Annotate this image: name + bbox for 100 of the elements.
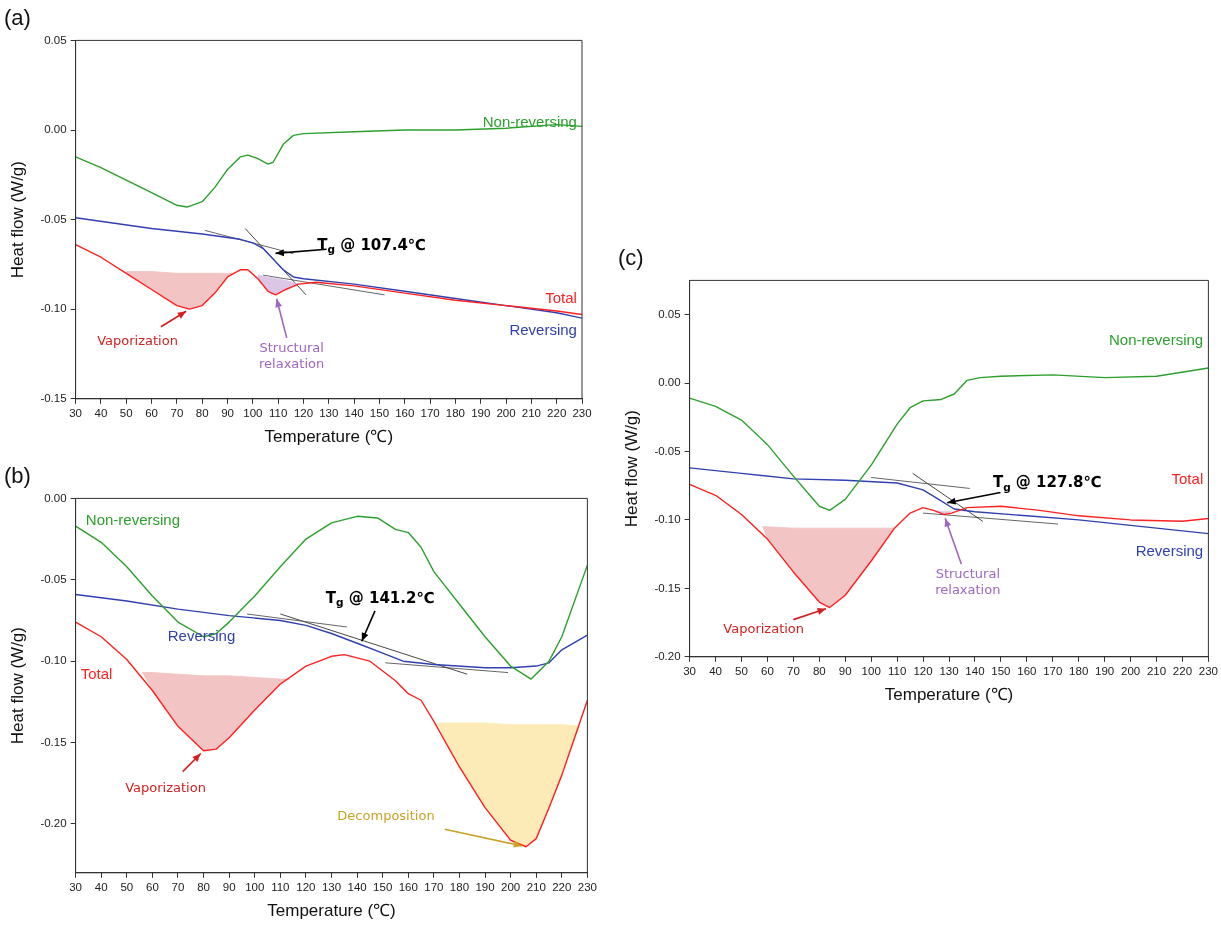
series-label: Total [545, 288, 577, 306]
x-axis-title: Temperature (℃) [267, 901, 396, 921]
y-tick-label: -0.15 [40, 391, 67, 404]
y-tick-label: 0.00 [658, 376, 681, 389]
x-tick-label: 220 [552, 880, 572, 893]
x-tick-label: 50 [119, 406, 133, 419]
x-tick-label: 50 [735, 664, 748, 677]
y-tick-label: 0.05 [44, 33, 67, 46]
x-tick-label: 140 [347, 880, 367, 893]
series-label: Non-reversing [1109, 330, 1204, 348]
annotation: Structural relaxation [259, 340, 325, 372]
chart-title: (a) [4, 5, 31, 31]
x-tick-label: 210 [521, 406, 541, 419]
x-tick-label: 230 [1198, 664, 1218, 677]
x-tick-label: 230 [572, 406, 592, 419]
x-tick-label: 230 [577, 880, 597, 893]
x-tick-label: 60 [145, 880, 159, 893]
y-axis-title: Heat flow (W/g) [7, 161, 27, 279]
y-tick-label: 0.00 [44, 123, 67, 136]
x-axis-title: Temperature (℃) [264, 427, 394, 447]
series-label: Non-reversing [482, 112, 577, 130]
x-tick-label: 200 [501, 880, 521, 893]
x-tick-label: 40 [94, 406, 108, 419]
x-tick-label: 190 [1095, 664, 1115, 677]
x-tick-label: 220 [547, 406, 567, 419]
x-tick-label: 70 [786, 664, 800, 677]
x-tick-label: 110 [887, 664, 907, 677]
x-tick-label: 60 [145, 406, 158, 419]
x-tick-label: 70 [170, 406, 184, 419]
y-tick-label: -0.10 [40, 654, 67, 667]
x-tick-label: 60 [761, 664, 774, 677]
x-tick-label: 120 [913, 664, 933, 677]
y-tick-label: -0.20 [40, 817, 67, 830]
x-tick-label: 220 [1172, 664, 1193, 677]
annotation: Structural relaxation [935, 566, 1001, 597]
x-tick-label: 120 [293, 406, 314, 419]
y-tick-label: 0.00 [44, 491, 67, 504]
series-label: Non-reversing [85, 511, 181, 528]
x-tick-label: 190 [471, 406, 491, 419]
x-tick-label: 80 [197, 880, 210, 893]
x-tick-label: 90 [222, 880, 236, 893]
x-tick-label: 200 [1120, 664, 1141, 677]
x-tick-label: 160 [398, 880, 418, 893]
y-axis-title: Heat flow (W/g) [621, 410, 641, 528]
x-tick-label: 100 [245, 880, 265, 893]
x-tick-label: 40 [709, 664, 722, 677]
x-tick-label: 170 [1043, 664, 1063, 677]
x-tick-label: 140 [344, 406, 364, 419]
x-tick-label: 100 [243, 406, 263, 419]
x-tick-label: 130 [319, 406, 339, 419]
x-tick-label: 160 [1017, 664, 1037, 677]
x-tick-label: 140 [965, 664, 985, 677]
x-tick-label: 130 [939, 664, 959, 677]
y-axis-title: Heat flow (W/g) [7, 627, 27, 745]
text: Total [1171, 470, 1204, 488]
series-label: Total [80, 664, 113, 682]
annotation: Decomposition [337, 808, 435, 824]
y-tick-label: -0.05 [40, 572, 67, 585]
x-tick-label: 90 [838, 664, 852, 677]
x-tick-label: 150 [373, 880, 393, 893]
annotation: Vaporization [97, 332, 178, 348]
series-label: Reversing [1135, 541, 1204, 559]
x-tick-label: 150 [991, 664, 1011, 677]
x-tick-label: 70 [171, 880, 185, 893]
x-tick-label: 170 [420, 406, 440, 419]
x-tick-label: 130 [321, 880, 342, 893]
x-tick-label: 100 [861, 664, 881, 677]
annotation: Vaporization [125, 780, 206, 796]
x-tick-label: 80 [195, 406, 209, 419]
series-label: Reversing [509, 320, 577, 338]
x-tick-label: 170 [424, 880, 444, 893]
y-tick-label: -0.15 [654, 581, 681, 594]
x-tick-label: 180 [1069, 664, 1089, 677]
chart-title: (c) [618, 245, 644, 271]
x-axis-title: Temperature (℃) [884, 685, 1014, 705]
x-tick-label: 50 [120, 880, 134, 893]
x-tick-label: 120 [296, 880, 316, 893]
y-tick-label: 0.05 [658, 307, 681, 320]
x-tick-label: 80 [812, 664, 826, 677]
x-tick-label: 180 [445, 406, 465, 419]
x-tick-label: 30 [683, 664, 697, 677]
x-tick-label: 180 [449, 880, 470, 893]
y-tick-label: -0.10 [40, 302, 67, 315]
x-tick-label: 190 [475, 880, 495, 893]
annotation: Vaporization [723, 620, 805, 636]
series-label: Reversing [167, 627, 236, 645]
x-tick-label: 150 [369, 406, 390, 419]
y-tick-label: -0.05 [654, 444, 681, 457]
x-tick-label: 30 [69, 880, 83, 893]
y-tick-label: -0.20 [654, 649, 681, 662]
x-tick-label: 210 [1146, 664, 1167, 677]
x-tick-label: 200 [496, 406, 516, 419]
x-tick-label: 40 [94, 880, 108, 893]
y-tick-label: -0.05 [40, 212, 67, 225]
x-tick-label: 110 [271, 880, 290, 893]
x-tick-label: 210 [526, 880, 546, 893]
y-tick-label: -0.15 [40, 735, 67, 748]
x-tick-label: 30 [69, 406, 83, 419]
y-tick-label: -0.10 [654, 513, 681, 526]
x-tick-label: 160 [395, 406, 415, 419]
